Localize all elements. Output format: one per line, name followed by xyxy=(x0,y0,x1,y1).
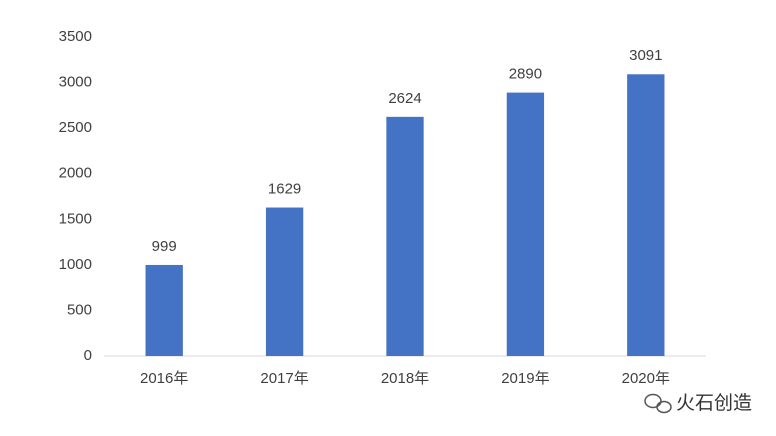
value-label: 999 xyxy=(152,238,177,255)
x-tick-label: 2020年 xyxy=(622,370,670,387)
y-tick-label: 3000 xyxy=(59,74,92,91)
x-tick-label: 2017年 xyxy=(260,370,308,387)
value-label: 2624 xyxy=(388,90,421,107)
bar xyxy=(265,207,304,356)
y-tick-label: 2500 xyxy=(59,119,92,136)
x-tick-label: 2018年 xyxy=(381,370,429,387)
watermark: 火石创造 xyxy=(676,392,752,414)
x-tick-label: 2016年 xyxy=(140,370,188,387)
bar xyxy=(386,116,424,356)
y-tick-label: 1500 xyxy=(59,210,92,227)
watermark-icon xyxy=(644,393,672,414)
y-tick-label: 1000 xyxy=(59,256,92,273)
y-tick-label: 500 xyxy=(67,301,92,318)
bar xyxy=(145,264,183,356)
bar xyxy=(506,92,545,357)
y-tick-label: 0 xyxy=(84,347,92,364)
y-tick-label: 2000 xyxy=(59,165,92,182)
value-label: 3091 xyxy=(629,47,662,64)
bar xyxy=(627,74,665,356)
y-tick-label: 3500 xyxy=(59,28,92,45)
value-label: 2890 xyxy=(509,66,542,83)
x-tick-label: 2019年 xyxy=(501,370,549,387)
value-label: 1629 xyxy=(268,180,301,197)
